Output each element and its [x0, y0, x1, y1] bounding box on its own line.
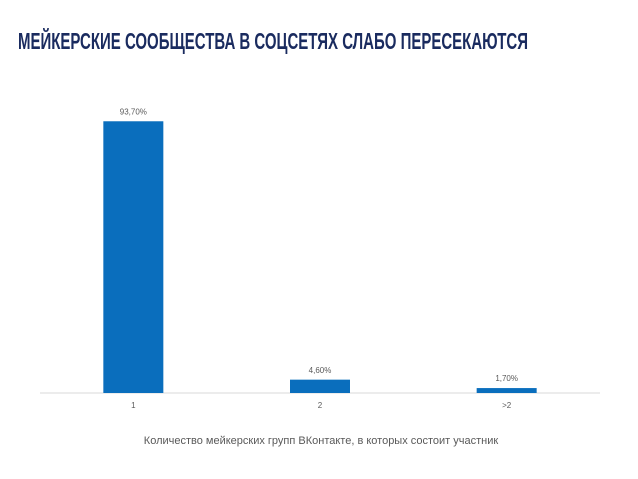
x-tick-label: 1 — [131, 401, 136, 410]
x-tick-label: >2 — [502, 401, 512, 410]
chart-title: МЕЙКЕРСКИЕ СООБЩЕСТВА В СОЦСЕТЯХ СЛАБО П… — [18, 27, 528, 54]
value-label: 1,70% — [495, 374, 518, 383]
bar — [103, 121, 164, 394]
x-axis-title: Количество мейкерских групп ВКонтакте, в… — [144, 435, 499, 447]
bar — [290, 379, 350, 393]
bar — [476, 388, 537, 393]
x-tick-label: 2 — [318, 401, 323, 410]
value-label: 4,60% — [309, 366, 332, 375]
value-label: 93,70% — [120, 107, 147, 116]
